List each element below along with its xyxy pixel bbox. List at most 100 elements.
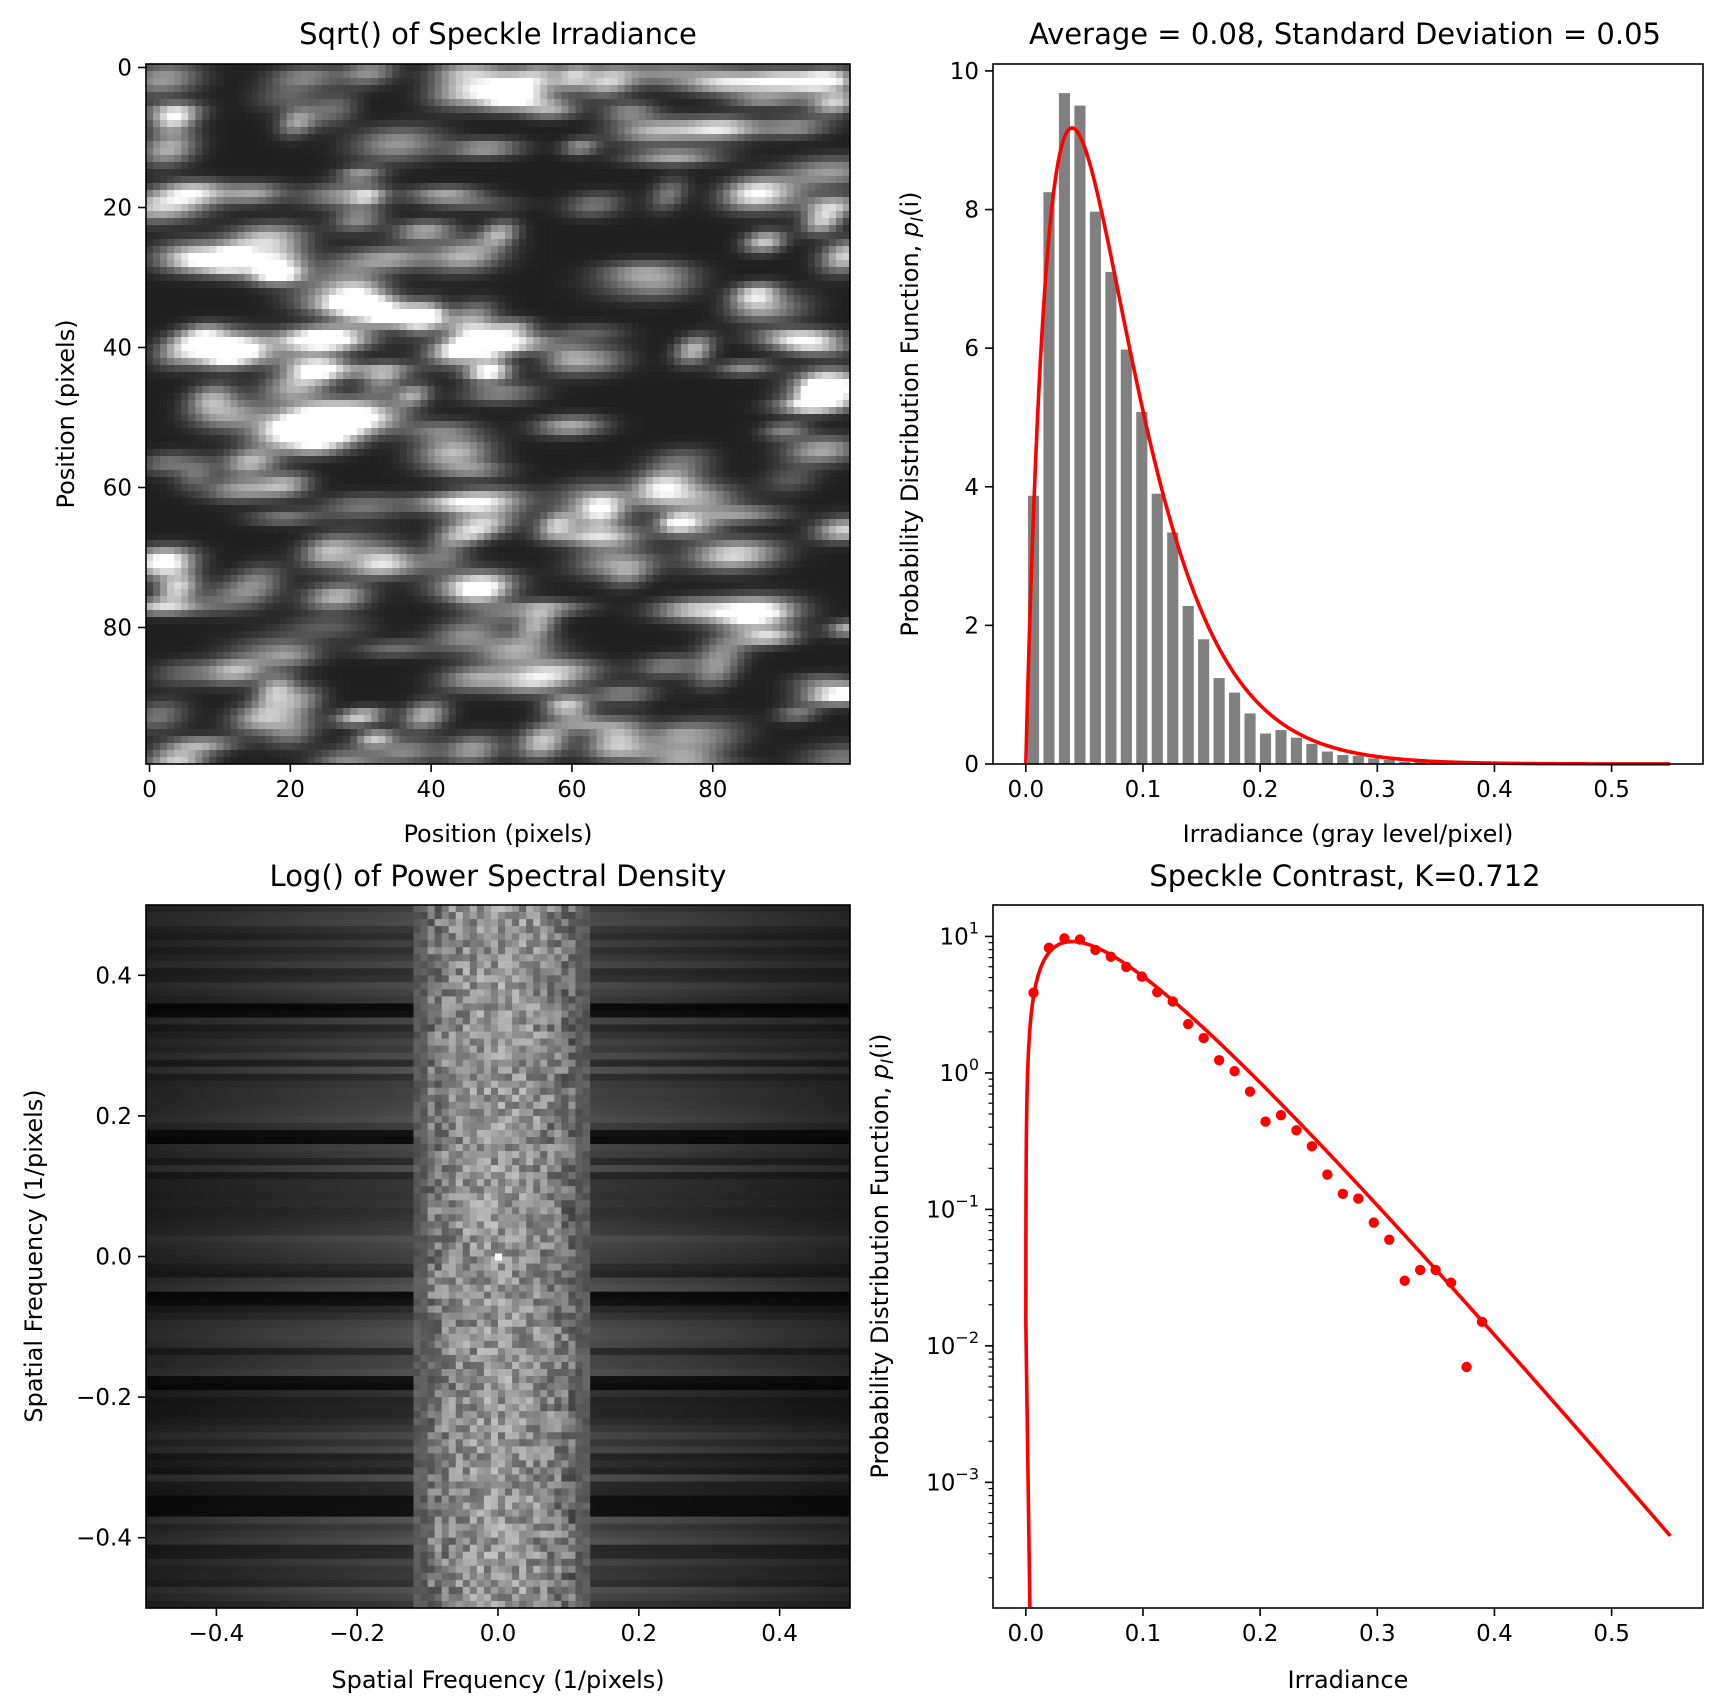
speckle-pixel bbox=[807, 393, 816, 401]
speckle-pixel bbox=[413, 176, 422, 184]
speckle-pixel bbox=[681, 281, 689, 289]
speckle-pixel bbox=[779, 106, 788, 114]
speckle-pixel bbox=[265, 330, 274, 338]
speckle-pixel bbox=[279, 71, 288, 79]
speckle-pixel bbox=[300, 148, 309, 156]
speckle-pixel bbox=[723, 358, 731, 366]
speckle-pixel bbox=[512, 365, 520, 373]
speckle-pixel bbox=[462, 365, 471, 373]
speckle-pixel bbox=[793, 323, 802, 331]
speckle-pixel bbox=[483, 295, 492, 303]
speckle-pixel bbox=[202, 120, 210, 128]
speckle-pixel bbox=[343, 225, 351, 233]
speckle-pixel bbox=[666, 351, 675, 359]
speckle-pixel bbox=[526, 295, 534, 303]
speckle-pixel bbox=[272, 190, 281, 198]
speckle-pixel bbox=[688, 302, 696, 310]
speckle-pixel bbox=[638, 274, 647, 282]
speckle-pixel bbox=[343, 260, 351, 268]
speckle-pixel bbox=[322, 393, 330, 401]
speckle-pixel bbox=[441, 400, 450, 408]
speckle-pixel bbox=[674, 134, 682, 142]
speckle-pixel bbox=[603, 400, 612, 408]
speckle-pixel bbox=[434, 169, 443, 177]
speckle-pixel bbox=[786, 407, 795, 415]
speckle-pixel bbox=[216, 267, 224, 275]
speckle-pixel bbox=[279, 400, 288, 408]
speckle-pixel bbox=[385, 302, 393, 310]
speckle-pixel bbox=[765, 400, 774, 408]
speckle-pixel bbox=[765, 78, 774, 86]
speckle-pixel bbox=[209, 85, 217, 93]
speckle-pixel bbox=[737, 351, 745, 359]
speckle-pixel bbox=[716, 176, 724, 184]
speckle-pixel bbox=[223, 120, 231, 128]
speckle-pixel bbox=[772, 155, 781, 163]
speckle-pixel bbox=[533, 225, 541, 233]
speckle-pixel bbox=[265, 260, 274, 268]
speckle-pixel bbox=[835, 316, 844, 324]
speckle-pixel bbox=[153, 64, 161, 72]
speckle-pixel bbox=[554, 78, 562, 86]
speckle-pixel bbox=[188, 92, 196, 100]
speckle-pixel bbox=[835, 288, 844, 296]
speckle-pixel bbox=[448, 155, 457, 163]
speckle-pixel bbox=[343, 85, 351, 93]
speckle-pixel bbox=[561, 148, 569, 156]
speckle-pixel bbox=[322, 407, 330, 415]
speckle-pixel bbox=[624, 274, 633, 282]
speckle-pixel bbox=[709, 393, 717, 401]
speckle-pixel bbox=[336, 204, 344, 212]
speckle-pixel bbox=[519, 323, 527, 331]
speckle-pixel bbox=[399, 134, 407, 142]
speckle-pixel bbox=[589, 379, 598, 387]
speckle-pixel bbox=[153, 134, 161, 142]
speckle-pixel bbox=[293, 316, 302, 324]
speckle-pixel bbox=[336, 113, 344, 121]
speckle-pixel bbox=[406, 288, 415, 296]
speckle-pixel bbox=[800, 225, 809, 233]
speckle-pixel bbox=[378, 379, 386, 387]
speckle-pixel bbox=[709, 386, 717, 394]
speckle-pixel bbox=[146, 197, 154, 205]
speckle-pixel bbox=[350, 372, 358, 380]
speckle-pixel bbox=[371, 246, 379, 254]
speckle-pixel bbox=[674, 351, 682, 359]
speckle-pixel bbox=[575, 106, 583, 114]
speckle-pixel bbox=[441, 169, 450, 177]
speckle-pixel bbox=[146, 92, 154, 100]
speckle-pixel bbox=[526, 85, 534, 93]
speckle-pixel bbox=[153, 169, 161, 177]
speckle-pixel bbox=[737, 78, 745, 86]
speckle-pixel bbox=[209, 113, 217, 121]
speckle-pixel bbox=[378, 127, 386, 135]
speckle-pixel bbox=[378, 358, 386, 366]
speckle-pixel bbox=[702, 71, 710, 79]
speckle-pixel bbox=[272, 127, 281, 135]
speckle-pixel bbox=[272, 155, 281, 163]
speckle-pixel bbox=[540, 64, 548, 72]
speckle-pixel bbox=[434, 316, 443, 324]
speckle-pixel bbox=[561, 295, 569, 303]
speckle-pixel bbox=[174, 316, 182, 324]
speckle-pixel bbox=[329, 267, 337, 275]
speckle-pixel bbox=[160, 260, 168, 268]
speckle-pixel bbox=[350, 106, 358, 114]
speckle-pixel bbox=[674, 64, 682, 72]
speckle-pixel bbox=[631, 127, 640, 135]
speckle-pixel bbox=[744, 211, 752, 219]
speckle-pixel bbox=[385, 218, 393, 226]
speckle-pixel bbox=[483, 288, 492, 296]
speckle-pixel bbox=[195, 78, 203, 86]
speckle-pixel bbox=[188, 316, 196, 324]
speckle-pixel bbox=[821, 358, 830, 366]
speckle-pixel bbox=[160, 365, 168, 373]
speckle-pixel bbox=[554, 204, 562, 212]
speckle-pixel bbox=[399, 169, 407, 177]
speckle-pixel bbox=[610, 407, 619, 415]
speckle-pixel bbox=[392, 379, 400, 387]
speckle-pixel bbox=[744, 302, 752, 310]
speckle-pixel bbox=[779, 78, 788, 86]
speckle-pixel bbox=[244, 155, 253, 163]
speckle-pixel bbox=[434, 106, 443, 114]
